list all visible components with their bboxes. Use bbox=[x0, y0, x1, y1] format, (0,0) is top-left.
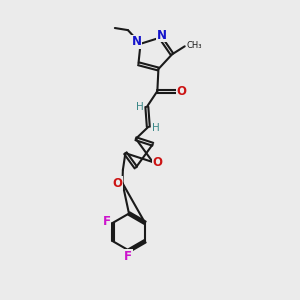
Text: CH₃: CH₃ bbox=[186, 41, 202, 50]
Text: H: H bbox=[136, 102, 143, 112]
Text: O: O bbox=[113, 176, 123, 190]
Text: F: F bbox=[124, 250, 132, 263]
Text: F: F bbox=[103, 215, 111, 228]
Text: O: O bbox=[152, 156, 162, 169]
Text: N: N bbox=[132, 35, 142, 48]
Text: N: N bbox=[157, 29, 166, 42]
Text: O: O bbox=[176, 85, 186, 98]
Text: H: H bbox=[152, 123, 160, 133]
